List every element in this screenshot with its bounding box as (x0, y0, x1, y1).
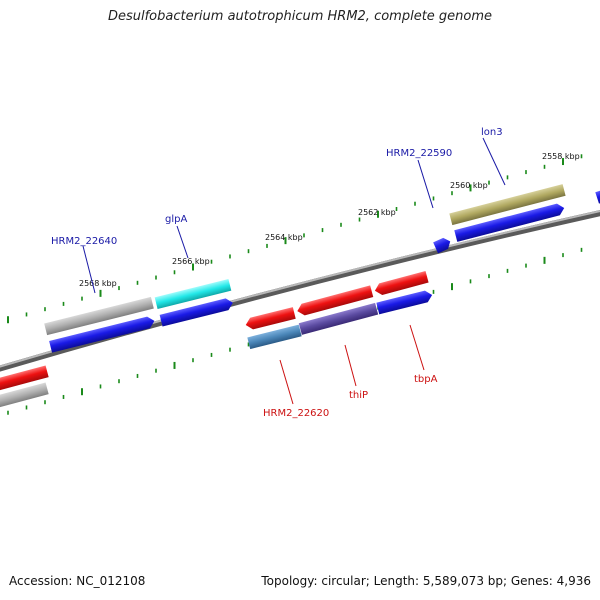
feature-hrm2-22590[interactable] (433, 236, 452, 254)
feature-thiP[interactable] (298, 302, 379, 335)
hrm2-22590-leader (417, 159, 434, 209)
feature-hrm2-22640-partner (49, 316, 155, 353)
feature-lon3[interactable] (454, 202, 565, 242)
gene-label-hrm2-22590: HRM2_22590 (386, 148, 452, 159)
feature-glpA-partner (159, 298, 233, 327)
tbpA-leader (409, 324, 425, 371)
accession-text: Accession: NC_012108 (9, 574, 146, 588)
gene-label-glpA: glpA (165, 214, 187, 225)
tick-label-2566: 2566 kbp (172, 257, 210, 266)
feature-tbpA[interactable] (376, 289, 433, 315)
gene-label-thiP: thiP (349, 390, 368, 401)
thiP-leader (344, 344, 357, 387)
hrm2-22620-leader (279, 359, 294, 405)
tick-label-2558: 2558 kbp (542, 152, 580, 161)
feature-hrm2-22620-upper (245, 307, 296, 330)
feature-hrm2-22640[interactable] (44, 296, 154, 336)
topology-text: Topology: circular; Length: 5,589,073 bp… (261, 574, 591, 588)
gene-label-hrm2-22640: HRM2_22640 (51, 236, 117, 247)
feature-glpA[interactable] (154, 278, 232, 310)
gene-label-lon3: lon3 (481, 127, 503, 138)
tick-label-2562: 2562 kbp (358, 208, 396, 217)
tick-label-2560: 2560 kbp (450, 181, 488, 190)
tick-label-2568: 2568 kbp (79, 279, 117, 288)
feature-left-edge-red (0, 365, 49, 393)
lon3-leader (482, 137, 506, 186)
hrm2-22640-leader (82, 245, 96, 294)
feature-hrm2-22620[interactable] (247, 324, 302, 350)
gene-label-hrm2-22620: HRM2_22620 (263, 408, 329, 419)
feature-left-edge-gray (0, 382, 49, 410)
feature-olive (449, 184, 566, 226)
feature-tbpA-upper (374, 270, 429, 295)
map-title: Desulfobacterium autotrophicum HRM2, com… (107, 9, 493, 24)
outer-tick-row (7, 154, 583, 324)
glpA-leader (176, 225, 189, 259)
feature-right-edge (595, 190, 600, 204)
tick-label-2564: 2564 kbp (265, 233, 303, 242)
feature-thiP-upper (297, 285, 374, 316)
gene-label-tbpA: tbpA (414, 374, 438, 385)
